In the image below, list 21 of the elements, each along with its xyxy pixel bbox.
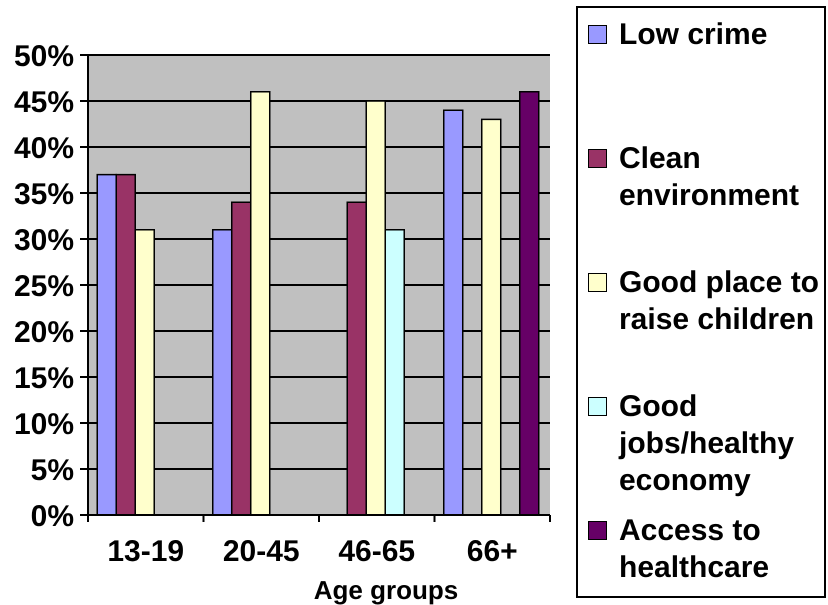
legend-label: Clean environment — [619, 141, 800, 214]
legend-label: Good jobs/healthy economy — [619, 389, 796, 499]
x-axis-title: Age groups — [314, 575, 458, 605]
y-tick-label: 45% — [14, 86, 74, 119]
y-tick-label: 20% — [14, 316, 74, 349]
legend-label: Good place to raise children — [619, 265, 820, 338]
y-tick-label: 30% — [14, 224, 74, 257]
y-tick-label: 10% — [14, 408, 74, 441]
legend-label: Low crime — [619, 17, 768, 53]
x-tick-label: 46-65 — [338, 535, 416, 568]
x-tick-label: 66+ — [466, 535, 518, 568]
x-tick-label: 20-45 — [222, 535, 300, 568]
y-tick-label: 0% — [30, 500, 74, 533]
y-tick-label: 40% — [14, 132, 74, 165]
y-tick-label: 15% — [14, 362, 74, 395]
y-tick-label: 25% — [14, 270, 74, 303]
legend-label: Access to healthcare — [619, 513, 770, 586]
y-tick-label: 50% — [14, 40, 74, 73]
y-tick-label: 5% — [30, 454, 74, 487]
x-tick-label: 13-19 — [107, 535, 184, 568]
y-tick-label: 35% — [14, 178, 74, 211]
